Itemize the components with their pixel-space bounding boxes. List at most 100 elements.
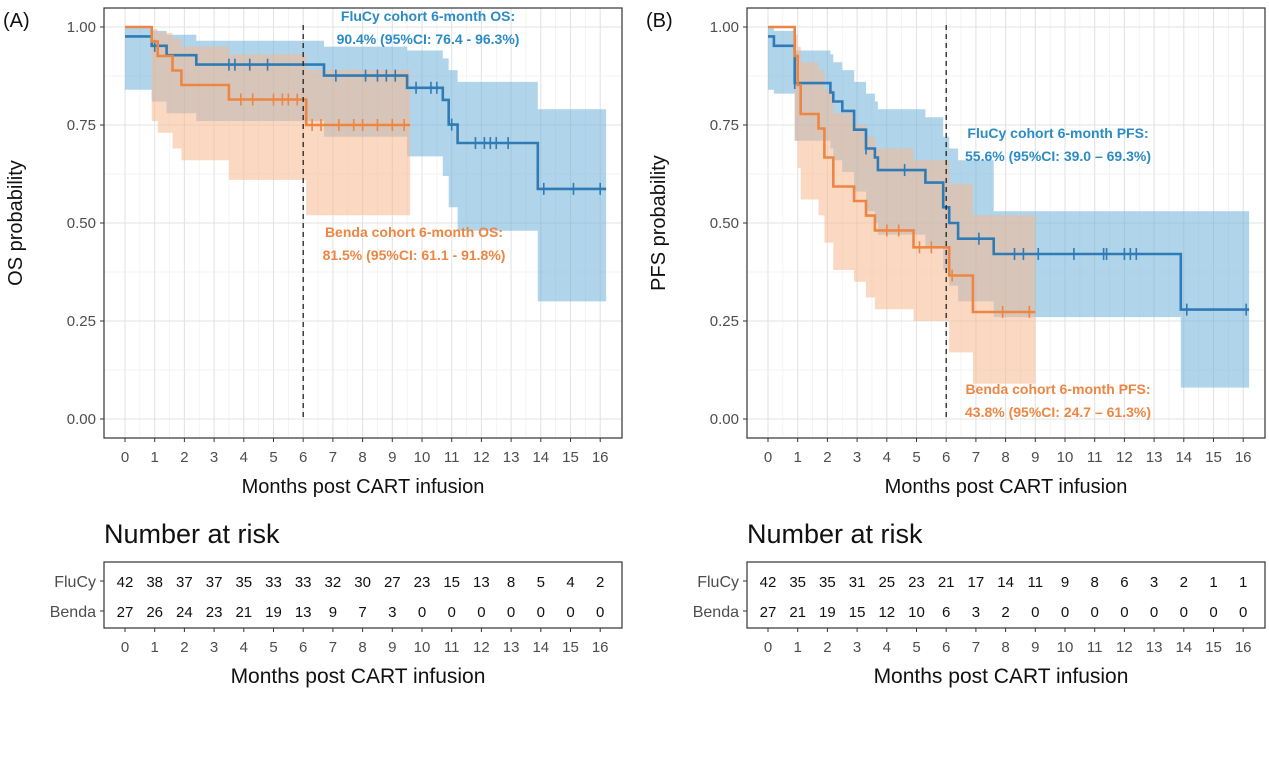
risk-count: 9: [329, 604, 337, 621]
risk-x-tick-label: 1: [151, 639, 159, 656]
risk-x-tick-label: 4: [883, 639, 891, 656]
x-tick-label: 1: [794, 449, 802, 466]
risk-row-label-benda: Benda: [50, 604, 96, 621]
risk-count: 2: [1180, 574, 1188, 591]
risk-count: 0: [1120, 604, 1128, 621]
risk-count: 35: [235, 574, 252, 591]
x-tick-label: 12: [473, 449, 490, 466]
risk-count: 42: [117, 574, 134, 591]
risk-count: 0: [1180, 604, 1188, 621]
risk-count: 23: [206, 604, 223, 621]
risk-table-border: [103, 561, 623, 629]
risk-count: 0: [507, 604, 515, 621]
risk-count: 27: [760, 604, 777, 621]
panel-os: FluCy cohort 6-month OS: 90.4% (95%CI: 76…: [3, 7, 623, 688]
risk-x-tick-label: 2: [823, 639, 831, 656]
risk-count: 15: [443, 574, 460, 591]
y-tick-label: 1.00: [67, 19, 96, 36]
x-tick-label: 2: [180, 449, 188, 466]
risk-count: 32: [325, 574, 342, 591]
risk-x-tick-label: 12: [473, 639, 490, 656]
x-tick-label: 13: [1146, 449, 1163, 466]
risk-table-border: [746, 561, 1266, 629]
risk-count: 0: [448, 604, 456, 621]
risk-count: 15: [849, 604, 866, 621]
annotation-flucy: FluCy cohort 6-month OS: 90.4% (95%CI: 76…: [337, 8, 520, 47]
risk-count: 3: [972, 604, 980, 621]
ci-band-flucy: [768, 27, 1250, 388]
risk-x-tick-label: 16: [1235, 639, 1252, 656]
x-tick-label: 11: [444, 449, 460, 466]
risk-count: 2: [1001, 604, 1009, 621]
km-line-flucy: [125, 35, 607, 191]
risk-count: 1: [1239, 574, 1247, 591]
risk-count: 6: [1120, 574, 1128, 591]
x-tick-label: 14: [1175, 449, 1192, 466]
risk-x-tick-label: 8: [1001, 639, 1009, 656]
risk-row-label-benda: Benda: [693, 604, 739, 621]
y-tick-label: 0.50: [710, 215, 739, 232]
y-tick-label: 0.50: [67, 215, 96, 232]
x-axis-title: Months post CART infusion: [242, 476, 485, 498]
risk-count: 25: [878, 574, 895, 591]
risk-x-tick-label: 5: [912, 639, 920, 656]
risk-count: 31: [849, 574, 866, 591]
annotation-line2: 43.8% (95%CI: 24.7 – 61.3%): [965, 404, 1151, 420]
risk-count: 23: [414, 574, 431, 591]
annotation-line1: Benda cohort 6-month PFS:: [965, 381, 1150, 397]
x-tick-label: 16: [1235, 449, 1252, 466]
x-tick-label: 9: [388, 449, 396, 466]
risk-x-tick-label: 9: [1031, 639, 1039, 656]
risk-count: 3: [388, 604, 396, 621]
risk-x-tick-label: 6: [942, 639, 950, 656]
x-tick-label: 11: [1087, 449, 1103, 466]
x-tick-label: 10: [1057, 449, 1074, 466]
risk-count: 35: [819, 574, 836, 591]
x-tick-label: 8: [358, 449, 366, 466]
y-tick-label: 0.75: [67, 117, 96, 134]
risk-count: 6: [942, 604, 950, 621]
x-tick-label: 8: [1001, 449, 1009, 466]
risk-count: 42: [760, 574, 777, 591]
risk-count: 37: [206, 574, 223, 591]
y-axis-title: PFS probability: [648, 155, 670, 291]
risk-count: 27: [384, 574, 401, 591]
risk-row-label-flucy: FluCy: [697, 574, 739, 591]
risk-x-tick-label: 0: [764, 639, 772, 656]
x-tick-label: 10: [414, 449, 431, 466]
x-tick-label: 6: [942, 449, 950, 466]
risk-count: 7: [358, 604, 366, 621]
risk-count: 1: [1209, 574, 1217, 591]
x-tick-label: 4: [883, 449, 891, 466]
risk-count: 12: [878, 604, 895, 621]
risk-x-tick-label: 7: [972, 639, 980, 656]
risk-count: 0: [1150, 604, 1158, 621]
risk-count: 3: [1150, 574, 1158, 591]
risk-count: 0: [1031, 604, 1039, 621]
risk-count: 8: [507, 574, 515, 591]
risk-count: 38: [146, 574, 163, 591]
risk-count: 0: [537, 604, 545, 621]
risk-count: 27: [117, 604, 134, 621]
x-tick-label: 3: [853, 449, 861, 466]
risk-count: 37: [176, 574, 193, 591]
risk-count: 8: [1091, 574, 1099, 591]
ci-band-benda: [768, 27, 1036, 384]
annotation-flucy: FluCy cohort 6-month PFS: 55.6% (95%CI: 3…: [965, 125, 1151, 164]
ci-band-benda: [125, 27, 411, 216]
risk-x-tick-label: 13: [1146, 639, 1163, 656]
annotation-line2: 81.5% (95%CI: 61.1 - 91.8%): [323, 247, 506, 263]
risk-table-title: Number at risk: [747, 519, 923, 549]
risk-count: 24: [176, 604, 193, 621]
risk-row-label-flucy: FluCy: [54, 574, 96, 591]
x-tick-label: 3: [210, 449, 218, 466]
annotation-line2: 90.4% (95%CI: 76.4 - 96.3%): [337, 31, 520, 47]
risk-count: 2: [596, 574, 604, 591]
risk-x-tick-label: 7: [329, 639, 337, 656]
risk-x-tick-label: 2: [180, 639, 188, 656]
risk-x-tick-label: 3: [210, 639, 218, 656]
panel-pfs: FluCy cohort 6-month PFS: 55.6% (95%CI: 3…: [646, 7, 1266, 688]
panel-label: (B): [646, 10, 673, 32]
risk-count: 14: [997, 574, 1014, 591]
